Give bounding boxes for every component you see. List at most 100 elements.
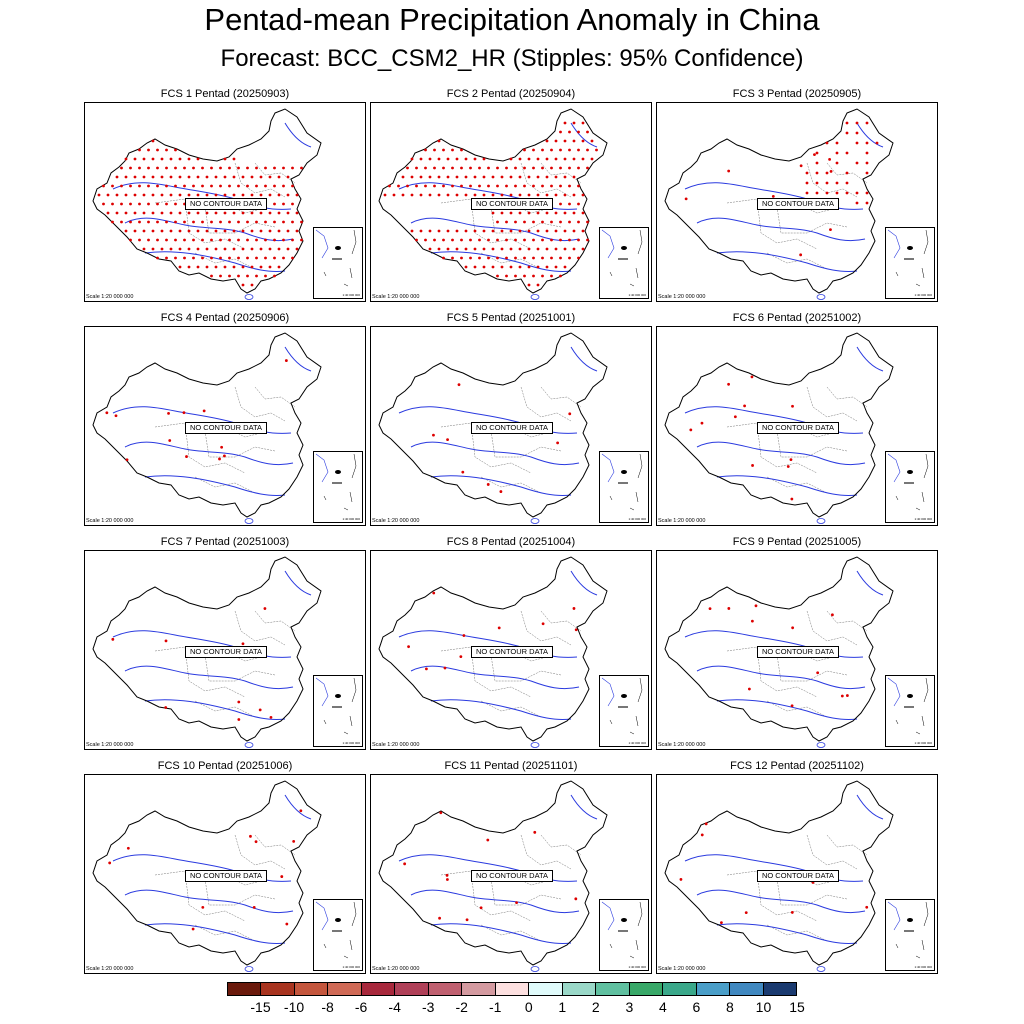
inset-scale-label: 1:40 000 000 — [914, 293, 932, 297]
stipple-dot — [491, 175, 495, 179]
inset-dashes — [895, 491, 925, 511]
stipple-dot — [432, 433, 435, 437]
stipple-dot — [133, 157, 137, 161]
colorbar-cell — [562, 983, 597, 995]
stipple-dot — [115, 175, 119, 179]
stipple-dot — [581, 139, 585, 143]
stipple-dot — [572, 607, 576, 610]
stipple-dot — [518, 193, 522, 197]
stipple-dot — [129, 166, 132, 170]
stipple-dot — [835, 161, 839, 165]
stipple-dot — [291, 184, 294, 188]
stipple-dot — [129, 220, 132, 224]
stipple-dot — [845, 151, 849, 155]
inset-map — [887, 677, 929, 735]
stipple-dot — [151, 157, 155, 161]
province-boundary — [756, 870, 818, 922]
stipple-dot — [855, 121, 859, 125]
stipple-dot — [563, 229, 567, 233]
stipple-dot — [574, 628, 578, 632]
stipple-dot — [473, 157, 477, 161]
stipple-dot — [277, 175, 281, 179]
inset-scale-label: 1:40 000 000 — [914, 741, 932, 745]
stipple-dot — [259, 211, 263, 215]
map-panel: FCS 6 Pentad (20251002) NO CONTOUR DATA Sc… — [656, 310, 938, 526]
stipple-dot — [201, 905, 205, 909]
stipple-dot — [419, 175, 423, 179]
river — [716, 475, 858, 496]
map-panel: FCS 12 Pentad (20251102) NO CONTOUR DATA S… — [656, 758, 938, 974]
stipple-dot — [500, 265, 504, 269]
inset-scale-label: 1:40 000 000 — [628, 517, 646, 521]
stipple-dot — [223, 175, 227, 179]
stipple-dot — [550, 166, 553, 170]
stipple-dot — [727, 169, 731, 173]
stipple-dot — [473, 247, 477, 251]
stipple-dot — [550, 256, 553, 260]
inset-coast — [315, 229, 329, 259]
inset-scale-label: 1:40 000 000 — [628, 965, 646, 969]
stipple-dot — [428, 175, 432, 179]
stipple-dot — [505, 166, 508, 170]
stipple-dot — [727, 607, 731, 610]
map-panel: FCS 11 Pentad (20251101) NO CONTOUR DATA S… — [370, 758, 652, 974]
stipple-dot — [168, 439, 172, 442]
stipple-dot — [445, 878, 449, 881]
stipple-dot — [486, 838, 490, 842]
stipple-dot — [568, 184, 571, 188]
province-boundary — [234, 610, 286, 646]
inset-marker — [332, 482, 342, 484]
colorbar-cell — [294, 983, 329, 995]
province-boundary — [726, 198, 834, 214]
stipple-dot — [505, 184, 508, 188]
stipple-dot — [799, 253, 803, 257]
colorbar-cell — [730, 983, 764, 995]
map-panel: FCS 2 Pentad (20250904) NO CONTOUR DATA Sc… — [370, 86, 652, 302]
stipple-dot — [237, 238, 240, 242]
map-scale-label: Scale 1:20 000 000 — [372, 294, 420, 300]
stipple-dot — [514, 256, 517, 260]
stipple-dot — [482, 229, 486, 233]
province-boundary — [756, 198, 818, 250]
stipple-dot — [433, 166, 436, 170]
colorbar-cell — [596, 983, 630, 995]
stipple-dot — [554, 193, 558, 197]
stipple-dot — [509, 247, 513, 251]
hainan-island — [816, 966, 826, 972]
stipple-dot — [577, 220, 580, 224]
stipple-dot — [865, 171, 869, 175]
china-outline — [92, 108, 322, 294]
stipple-dot — [568, 130, 571, 134]
stipple-dot — [577, 256, 580, 260]
stipple-dot — [232, 157, 236, 161]
stipple-dot — [684, 197, 688, 201]
stipple-dot — [478, 166, 481, 170]
stipple-dot — [541, 622, 545, 626]
stipple-dot — [845, 131, 849, 135]
stipple-dot — [536, 211, 540, 215]
stipple-dot — [815, 191, 819, 195]
stipple-dot — [178, 193, 182, 197]
stipple-dot — [829, 169, 833, 173]
stipple-dot — [220, 445, 224, 449]
stipple-dot — [446, 229, 450, 233]
river — [284, 346, 312, 372]
stipple-dot — [708, 607, 712, 611]
stipple-dot — [563, 247, 567, 251]
stipple-dot — [865, 191, 869, 195]
stipple-dot — [205, 193, 209, 197]
stipple-dot — [789, 458, 793, 462]
inset-boundary — [351, 229, 357, 255]
no-contour-data-label: NO CONTOUR DATA — [471, 870, 553, 882]
stipple-dot — [174, 184, 177, 188]
map-frame: NO CONTOUR DATA Scale 1:20 000 000 1:40 00… — [370, 550, 652, 750]
stipple-dot — [469, 166, 472, 170]
stipple-dot — [568, 148, 571, 152]
province-boundary — [806, 386, 858, 422]
stipple-dot — [192, 238, 195, 242]
stipple-dot — [282, 220, 285, 224]
map-frame: NO CONTOUR DATA Scale 1:20 000 000 1:40 00… — [84, 326, 366, 526]
stipple-dot — [407, 645, 410, 649]
stipple-dot — [572, 229, 576, 233]
stipple-dot — [255, 238, 258, 242]
